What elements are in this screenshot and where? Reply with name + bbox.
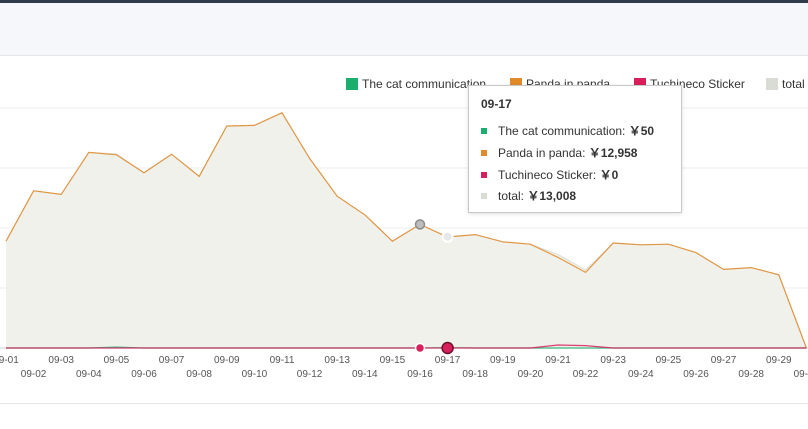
x-tick-label: 09-06: [131, 369, 157, 380]
highlight-point-tuchineco: [414, 342, 426, 354]
highlight-point-total: [414, 219, 426, 230]
x-tick-label: 09-21: [545, 355, 571, 366]
x-tick-label: 09-12: [297, 369, 323, 380]
x-tick-label: 09-28: [738, 369, 764, 380]
x-tick-label: 09-03: [48, 355, 74, 366]
x-tick-label: 09-08: [186, 369, 212, 380]
hover-point-tuchineco: [441, 341, 454, 355]
x-tick-label: 09-11: [270, 355, 295, 366]
series-line-tuchineco-sticker: [6, 344, 807, 349]
header-bar: [0, 3, 808, 56]
x-tick-label: 09-05: [104, 355, 130, 366]
tooltip-series-value: ￥50: [628, 124, 655, 138]
tooltip-series-value: ￥0: [599, 168, 619, 182]
x-tick-label: 09-25: [656, 355, 682, 366]
legend-swatch: [346, 78, 358, 90]
footer-divider: [0, 403, 808, 404]
x-tick-label: 09-10: [242, 369, 268, 380]
x-tick-label: 09-13: [324, 355, 350, 366]
tooltip-series-value: ￥12,958: [588, 146, 638, 160]
tooltip-series-name: Panda in panda:: [498, 146, 586, 160]
chart-tooltip: 09-17 The cat communication: ￥50 Panda i…: [468, 85, 682, 213]
x-tick-label: 09-14: [352, 369, 378, 380]
tooltip-series-name: The cat communication:: [498, 124, 626, 138]
legend-swatch: [766, 78, 778, 90]
top-border: [0, 0, 808, 3]
tooltip-dot: [481, 172, 487, 178]
x-tick-label: 09-23: [600, 355, 626, 366]
footer-strip: [0, 404, 808, 429]
series-area-total: [6, 112, 807, 348]
x-tick-label: 09-24: [628, 369, 654, 380]
x-tick-label: 09-01: [0, 355, 19, 366]
legend-label: The cat communication: [362, 77, 487, 91]
x-tick-label: 09-27: [711, 355, 737, 366]
x-tick-label: 09-02: [21, 369, 47, 380]
tooltip-series-name: Tuchineco Sticker:: [498, 168, 597, 182]
hover-point-total: [441, 230, 454, 243]
series-line-panda-in-panda: [5, 112, 807, 349]
x-tick-label: 09-19: [490, 355, 516, 366]
x-tick-label: 09-15: [380, 355, 406, 366]
tooltip-dot: [481, 128, 487, 134]
tooltip-dot: [481, 150, 487, 156]
legend-label: total: [782, 77, 805, 91]
x-tick-label: 09-18: [462, 369, 488, 380]
x-tick-label: 09-07: [159, 355, 185, 366]
x-tick-label: 09-22: [573, 369, 599, 380]
x-tick-label: 09-30: [794, 369, 808, 380]
x-tick-label: 09-09: [214, 355, 240, 366]
tooltip-series-name: total:: [498, 189, 525, 203]
x-tick-label: 09-26: [683, 369, 709, 380]
tooltip-series-value: ￥13,008: [527, 189, 577, 203]
x-tick-label: 09-04: [76, 369, 102, 380]
x-tick-label: 09-16: [407, 369, 433, 380]
tooltip-title: 09-17: [481, 97, 512, 111]
tooltip-dot: [481, 193, 487, 199]
x-tick-label: 09-17: [435, 355, 461, 366]
x-tick-label: 09-29: [766, 355, 792, 366]
x-tick-label: 09-20: [518, 369, 544, 380]
